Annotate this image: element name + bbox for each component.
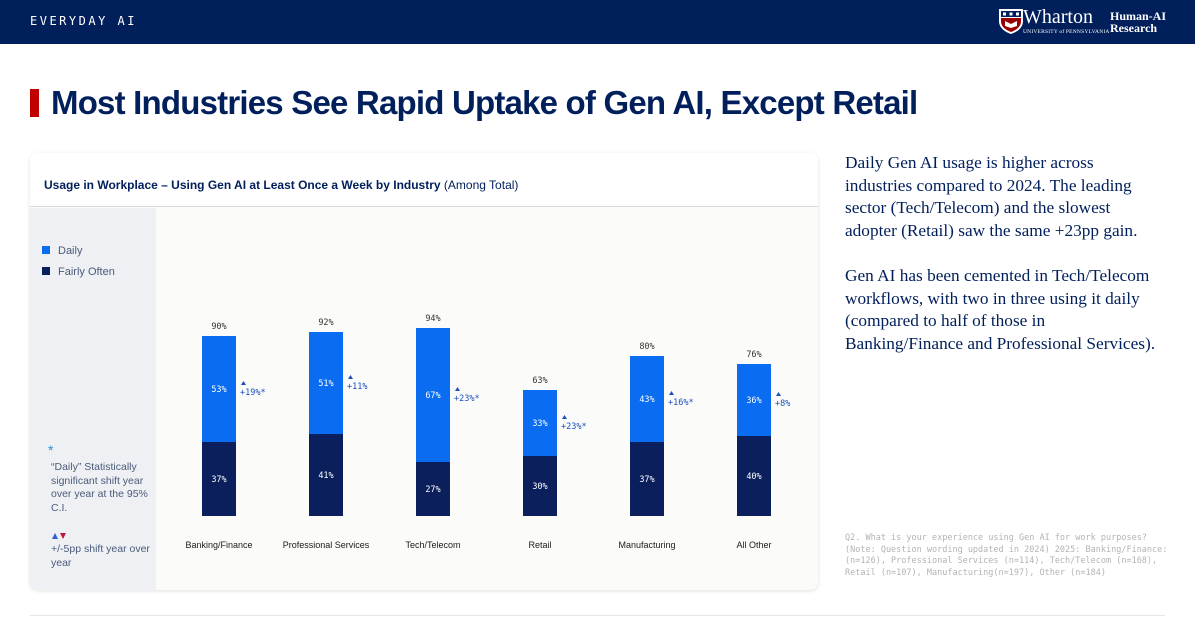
bar-daily	[737, 364, 771, 436]
data-label-fairly-often: 30%	[532, 482, 547, 492]
bar-fairly-often	[630, 442, 664, 516]
category-label: Tech/Telecom	[405, 540, 460, 550]
total-label: 80%	[639, 342, 654, 352]
data-label-fairly-often: 27%	[425, 485, 440, 495]
up-arrow-icon	[562, 415, 567, 419]
shift-label: +19%*	[240, 388, 266, 398]
category-label: Manufacturing	[618, 540, 675, 550]
legend-label-daily: Daily	[58, 245, 83, 257]
significance-star-icon: *	[48, 442, 54, 458]
up-arrow-icon	[241, 381, 246, 385]
data-label-daily: 67%	[425, 391, 440, 401]
up-arrow-icon	[455, 387, 460, 391]
commentary-paragraph-2: Gen AI has been cemented in Tech/Telecom…	[845, 265, 1156, 353]
research-label: Human-AI Research	[1110, 10, 1166, 34]
shift-label: +11%	[347, 382, 367, 392]
data-label-fairly-often: 37%	[639, 475, 654, 485]
title-accent-bar	[30, 89, 39, 117]
bar-daily	[630, 356, 664, 442]
page-title: Most Industries See Rapid Uptake of Gen …	[51, 84, 918, 121]
bar-fairly-often	[202, 442, 236, 516]
chart-card: Usage in Workplace – Using Gen AI at Lea…	[30, 153, 818, 590]
chart-card-header: Usage in Workplace – Using Gen AI at Lea…	[30, 153, 818, 207]
bottom-divider	[30, 615, 1165, 616]
wharton-subtitle: UNIVERSITY of PENNSYLVANIA	[1023, 29, 1110, 35]
wharton-shield-icon	[999, 9, 1023, 34]
bar-daily	[309, 332, 343, 434]
shift-label: +23%*	[561, 422, 587, 432]
commentary: Daily Gen AI usage is higher across indu…	[845, 152, 1165, 378]
bar-fairly-often	[737, 436, 771, 516]
data-label-daily: 53%	[211, 385, 226, 395]
total-label: 63%	[532, 376, 547, 386]
section-label: EVERYDAY AI	[30, 14, 137, 28]
total-label: 92%	[318, 318, 333, 328]
research-line-2: Research	[1110, 21, 1158, 35]
stacked-bar-chart: 37% 53% 90% +19%* Banking/Finance 41% 51% 92% +1…	[185, 314, 790, 550]
research-line-1: Human-AI	[1110, 9, 1167, 23]
legend-swatch-fairly-often	[42, 267, 50, 276]
bar-fairly-often	[523, 456, 557, 516]
legend-swatch-daily	[42, 246, 50, 255]
bar-daily	[202, 336, 236, 442]
shift-label: +23%*	[454, 394, 480, 404]
chart-title: Usage in Workplace – Using Gen AI at Lea…	[44, 178, 518, 192]
data-label-daily: 36%	[746, 396, 761, 406]
category-label: All Other	[736, 540, 771, 550]
chart-title-normal: (Among Total)	[443, 178, 519, 192]
bar-fairly-often	[416, 462, 450, 516]
data-label-daily: 43%	[639, 395, 654, 405]
shift-arrows-icon	[52, 533, 66, 539]
category-label: Professional Services	[283, 540, 370, 550]
top-bar: EVERYDAY AI Wharton UNIVERSITY of PENNSY…	[0, 0, 1195, 44]
data-label-daily: 51%	[318, 379, 333, 389]
legend-label-fairly-often: Fairly Often	[58, 266, 115, 278]
category-label: Retail	[528, 540, 551, 550]
data-label-fairly-often: 37%	[211, 475, 226, 485]
legend-item-daily: Daily	[42, 245, 82, 257]
shift-note: +/-5pp shift year over year	[51, 543, 150, 569]
total-label: 76%	[746, 350, 761, 360]
total-label: 90%	[211, 322, 226, 332]
shift-label: +16%*	[668, 398, 694, 408]
bar-fairly-often	[309, 434, 343, 516]
legend-panel: Daily Fairly Often	[30, 208, 156, 590]
bar-daily	[523, 390, 557, 456]
commentary-paragraph-1: Daily Gen AI usage is higher across indu…	[845, 153, 1138, 240]
significance-note: “Daily” Statistically significant shift …	[51, 461, 148, 514]
data-label-fairly-often: 40%	[746, 472, 761, 482]
bar-daily	[416, 328, 450, 462]
logo-divider	[1103, 10, 1104, 34]
total-label: 94%	[425, 314, 440, 324]
wharton-wordmark: Wharton	[1023, 6, 1093, 28]
shift-label: +8%	[775, 399, 790, 409]
chart-title-bold: Usage in Workplace – Using Gen AI at Lea…	[44, 178, 441, 192]
data-label-fairly-often: 41%	[318, 471, 333, 481]
data-label-daily: 33%	[532, 419, 547, 429]
up-arrow-icon	[669, 391, 674, 395]
legend-item-fairly-often: Fairly Often	[42, 266, 115, 278]
category-label: Banking/Finance	[185, 540, 252, 550]
up-arrow-icon	[776, 392, 781, 396]
footnote: Q2. What is your experience using Gen AI…	[845, 533, 1168, 578]
up-arrow-icon	[348, 375, 353, 379]
